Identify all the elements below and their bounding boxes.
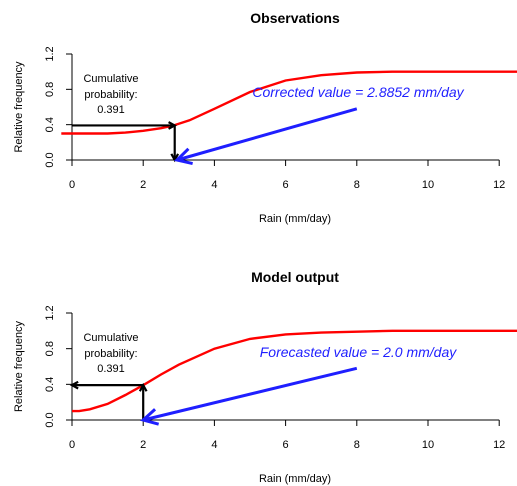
- y-tick-label: 0.0: [44, 412, 56, 427]
- y-axis-label: Relative frequency: [13, 61, 25, 153]
- probability-arrow-head: [69, 380, 79, 390]
- y-tick-label: 0.8: [44, 82, 56, 97]
- x-tick-label: 6: [283, 439, 289, 451]
- x-tick-label: 4: [211, 179, 217, 191]
- x-tick-label: 4: [211, 439, 217, 451]
- x-tick-label: 2: [140, 439, 146, 451]
- cumulative-value: 0.391: [97, 363, 125, 375]
- x-tick-label: 10: [422, 179, 434, 191]
- x-tick-label: 10: [422, 439, 434, 451]
- value-annotation: Forecasted value = 2.0 mm/day: [260, 344, 457, 360]
- x-axis-label: Rain (mm/day): [259, 473, 331, 485]
- panel-observations: Observations 0 2 4 6 8 10 12 0.0 0.4 0.8 1.2 Rain (m…: [13, 10, 517, 225]
- cdf-curve: [72, 329, 517, 413]
- pointer-arrow: [176, 107, 358, 162]
- cumulative-label-line2: probability:: [84, 348, 137, 360]
- cumulative-value: 0.391: [97, 104, 125, 116]
- y-axis-label: Relative frequency: [13, 320, 25, 412]
- y-tick-label: 0.4: [44, 117, 56, 132]
- cumulative-label-line2: probability:: [84, 89, 137, 101]
- x-axis-label: Rain (mm/day): [259, 213, 331, 225]
- y-tick-label: 1.2: [44, 46, 56, 61]
- x-tick-label: 8: [354, 179, 360, 191]
- cumulative-label-line1: Cumulative: [83, 73, 138, 85]
- pointer-arrow-head: [174, 147, 193, 165]
- cdf-curve: [61, 70, 517, 135]
- cumulative-label-line1: Cumulative: [83, 332, 138, 344]
- x-tick-label: 0: [69, 439, 75, 451]
- panel-model-output: Model output 0 2 4 6 8 10 12 0.0 0.4 0.8 1.2 Rain (m…: [13, 269, 517, 485]
- chart-title: Model output: [251, 269, 339, 285]
- value-annotation: Corrected value = 2.8852 mm/day: [252, 84, 464, 100]
- y-tick-label: 0.4: [44, 377, 56, 392]
- pointer-arrow: [142, 366, 358, 422]
- chart-title: Observations: [250, 10, 340, 26]
- x-tick-label: 2: [140, 179, 146, 191]
- x-tick-label: 12: [493, 179, 505, 191]
- x-tick-label: 0: [69, 179, 75, 191]
- x-tick-label: 8: [354, 439, 360, 451]
- y-tick-label: 0.0: [44, 152, 56, 167]
- x-tick-label: 12: [493, 439, 505, 451]
- pointer-arrow-head: [140, 408, 160, 426]
- y-tick-label: 0.8: [44, 341, 56, 356]
- x-tick-label: 6: [283, 179, 289, 191]
- y-tick-label: 1.2: [44, 305, 56, 320]
- value-arrow-head: [170, 153, 180, 163]
